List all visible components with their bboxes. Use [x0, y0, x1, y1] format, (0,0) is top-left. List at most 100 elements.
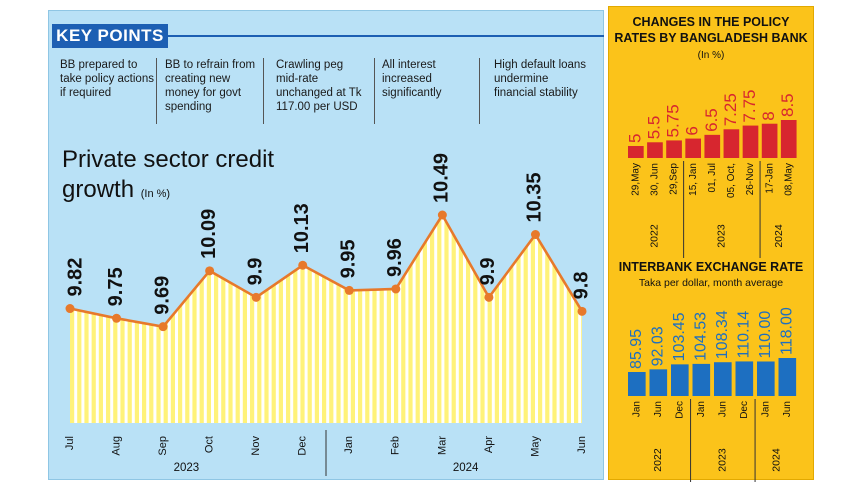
credit-area-stripe: [379, 215, 384, 423]
credit-area-stripe: [545, 215, 550, 423]
credit-area-stripe: [178, 215, 183, 423]
credit-area-stripe: [502, 215, 507, 423]
credit-area-stripe: [451, 215, 456, 423]
credit-area-stripe: [185, 215, 190, 423]
credit-data-label: 9.69: [151, 276, 173, 315]
key-points-rule: [168, 35, 604, 37]
credit-area-stripe: [530, 215, 535, 423]
credit-area-stripe: [473, 215, 478, 423]
fx-x-tick-label: Jun: [653, 401, 664, 417]
credit-data-point: [577, 306, 587, 316]
policy-bar: [704, 134, 721, 158]
credit-data-point: [251, 292, 261, 302]
credit-area-stripe: [278, 215, 283, 423]
credit-area-stripe: [523, 215, 528, 423]
fx-bar: [778, 358, 797, 396]
credit-data-label: 10.35: [524, 172, 546, 222]
credit-x-tick-label: Jul: [64, 436, 76, 450]
fx-bar: [757, 361, 775, 396]
key-point-2: BB to refrain from creating new money fo…: [165, 59, 256, 113]
credit-data-label: 10.49: [431, 153, 453, 203]
key-point-divider: [479, 58, 480, 124]
credit-growth-line: [69, 212, 584, 329]
credit-data-label: 9.75: [105, 267, 127, 306]
policy-data-label: 8.5: [778, 93, 797, 117]
credit-area-stripe: [264, 215, 269, 423]
fx-x-tick-label: Jan: [696, 401, 707, 417]
credit-area-stripe: [516, 215, 521, 423]
credit-area-stripe: [358, 215, 363, 423]
policy-bar: [723, 129, 740, 158]
credit-area-stripe: [430, 215, 435, 423]
fx-x-tick-label: Jan: [760, 401, 771, 417]
credit-area-stripe: [372, 215, 377, 423]
fx-bar: [735, 361, 754, 396]
credit-data-point: [65, 304, 75, 314]
policy-bar: [761, 123, 778, 158]
key-point-divider: [374, 58, 375, 124]
fx-data-label: 110.00: [757, 311, 774, 359]
credit-area-stripe: [235, 215, 240, 423]
credit-area-stripe: [199, 215, 204, 423]
credit-area-stripe: [192, 215, 197, 423]
key-point-5: High default loans undermine financial s…: [494, 59, 587, 99]
key-point-1: BB prepared to take policy actions if re…: [60, 59, 154, 99]
fx-data-label: 110.14: [736, 311, 753, 359]
credit-area-stripe: [458, 215, 463, 423]
fx-year-label: 2024: [770, 448, 782, 472]
fx-chart-subtitle: Taka per dollar, month average: [638, 277, 784, 289]
credit-x-tick-label: Apr: [483, 436, 495, 453]
credit-area-stripe: [494, 215, 499, 423]
credit-chart-unit: (In %): [140, 188, 171, 200]
policy-x-tick-label: 26-Nov: [745, 163, 756, 195]
fx-bar: [692, 363, 711, 396]
fx-x-tick-label: Jun: [782, 401, 793, 417]
credit-area-stripe: [552, 215, 557, 423]
credit-area-stripe: [322, 215, 327, 423]
credit-data-point: [344, 285, 354, 295]
credit-area-stripe: [221, 215, 226, 423]
credit-area-stripe: [98, 215, 103, 423]
credit-area-stripe: [214, 215, 219, 423]
credit-area-stripe: [307, 215, 312, 423]
policy-bar: [780, 120, 797, 158]
credit-area-stripe: [70, 215, 75, 423]
credit-area-stripe: [538, 215, 543, 423]
fx-data-label: 92.03: [650, 326, 667, 366]
key-points-heading: KEY POINTS: [52, 24, 168, 48]
credit-data-label: 10.09: [198, 209, 220, 259]
policy-data-label: 5.75: [664, 104, 683, 137]
credit-area-stripe: [566, 215, 571, 423]
policy-chart-unit: (In %): [697, 50, 725, 61]
credit-area-stripe: [509, 215, 514, 423]
credit-data-label: 9.9: [244, 258, 266, 286]
credit-area-stripe: [559, 215, 564, 423]
credit-area-stripe: [250, 215, 255, 423]
credit-area-stripe: [329, 215, 334, 423]
policy-x-tick-label: 05, Oct,: [726, 163, 737, 198]
credit-year-label: 2023: [174, 462, 200, 474]
policy-bar: [742, 125, 759, 158]
key-point-divider: [263, 58, 264, 124]
credit-area-stripe: [466, 215, 471, 423]
key-point-3: Crawling peg mid-rate unchanged at Tk 11…: [276, 59, 362, 113]
policy-bar: [685, 138, 702, 158]
credit-area-stripe: [480, 215, 485, 423]
fx-bar: [649, 369, 668, 396]
policy-bar: [628, 146, 644, 158]
credit-area-stripe: [314, 215, 319, 423]
policy-data-label: 7.75: [740, 89, 759, 122]
policy-x-tick-label: 29,May: [630, 163, 641, 196]
fx-data-label: 118.00: [779, 307, 796, 355]
credit-data-label: 9.96: [384, 238, 406, 277]
policy-x-tick-label: 15, Jan: [688, 163, 699, 196]
credit-data-label: 9.95: [338, 239, 360, 278]
fx-data-label: 85.95: [628, 329, 645, 369]
policy-chart-title-text: CHANGES IN THE POLICY RATES BY BANGLADES…: [614, 15, 808, 45]
credit-x-tick-label: Feb: [390, 436, 402, 455]
credit-chart-title: Private sector credit growth (In %): [62, 145, 352, 209]
credit-area-stripe: [574, 215, 579, 423]
credit-x-tick-label: Jan: [343, 436, 355, 454]
credit-data-point: [298, 260, 308, 270]
